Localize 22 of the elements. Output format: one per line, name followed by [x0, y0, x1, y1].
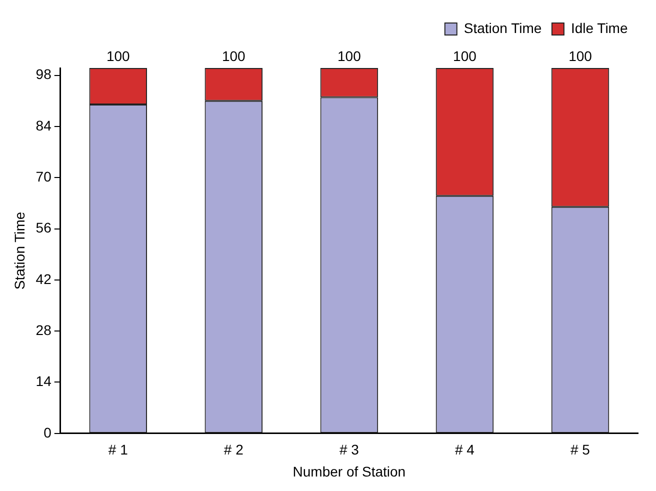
x-tick-label: # 3 [339, 442, 360, 458]
x-tick-label: # 5 [570, 442, 590, 458]
x-tick-label: # 1 [108, 442, 128, 458]
legend-label: Idle Time [570, 20, 628, 36]
y-tick-label: 14 [36, 373, 52, 390]
y-tick-label: 42 [36, 270, 52, 287]
x-tick-label: # 4 [454, 442, 475, 458]
total-label: 100 [568, 48, 592, 64]
y-tick-label: 70 [36, 168, 52, 184]
y-tick-label: 28 [36, 322, 52, 338]
y-tick-label: 0 [44, 424, 52, 440]
y-tick-label: 98 [36, 66, 52, 82]
y-tick-label: 84 [36, 117, 52, 134]
y-axis-title: Station Time [11, 212, 28, 290]
legend-label: Station Time [464, 20, 542, 36]
total-label: 100 [338, 48, 362, 64]
total-label: 100 [106, 48, 130, 64]
x-axis-title: Number of Station [292, 463, 406, 480]
x-tick-label: # 2 [224, 442, 244, 458]
total-label: 100 [453, 48, 477, 64]
total-label: 100 [222, 48, 246, 64]
y-tick-label: 56 [36, 220, 52, 236]
